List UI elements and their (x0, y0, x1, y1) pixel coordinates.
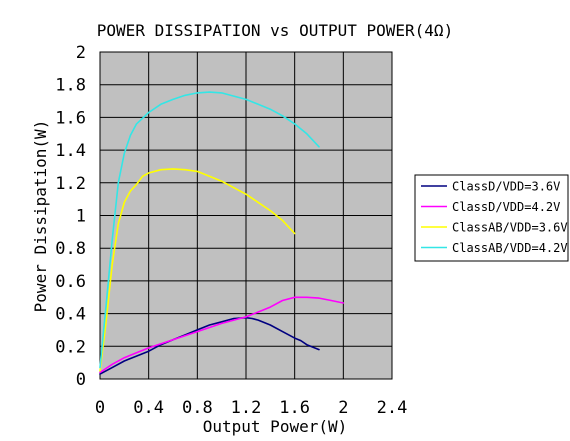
x-tick-label: 0 (95, 398, 105, 418)
legend-label: ClassD/VDD=3.6V (452, 180, 560, 194)
series-lines (99, 91, 345, 375)
legend-box (414, 174, 569, 262)
x-tick-label: 2.4 (377, 398, 408, 418)
legend-label: ClassAB/VDD=3.6V (452, 221, 568, 235)
legend-label: ClassAB/VDD=4.2V (452, 241, 568, 255)
x-tick-label: 0.4 (133, 398, 164, 418)
y-tick-label: 0.4 (55, 305, 86, 325)
series-line-1 (99, 316, 320, 375)
x-tick-label: 1.2 (231, 398, 262, 418)
series-line-2 (99, 296, 345, 374)
legend-label: ClassD/VDD=4.2V (452, 200, 560, 214)
y-tick-labels: 0 0.2 0.4 0.6 0.8 1 1.2 1.4 1.6 1.8 2 (55, 43, 86, 390)
y-tick-label: 2 (76, 43, 86, 63)
y-tick-label: 1.4 (55, 141, 86, 161)
x-tick-label: 0.8 (182, 398, 213, 418)
y-axis-label: Power Dissipation(W) (31, 120, 50, 313)
x-tick-label: 1.6 (279, 398, 310, 418)
x-tick-label: 2 (338, 398, 348, 418)
y-tick-label: 1 (76, 207, 86, 227)
series-line-4 (99, 91, 320, 369)
y-tick-label: 0.6 (55, 272, 86, 292)
y-tick-label: 0 (76, 370, 86, 390)
y-tick-label: 1.2 (55, 174, 86, 194)
y-tick-label: 0.8 (55, 239, 86, 259)
y-tick-label: 1.6 (55, 108, 86, 128)
y-tick-label: 0.2 (55, 337, 86, 357)
y-tick-label: 1.8 (55, 76, 86, 96)
grid-lines (99, 51, 393, 380)
legend: ClassD/VDD=3.6V ClassD/VDD=4.2V ClassAB/VD… (414, 174, 569, 262)
x-axis-label: Output Power(W) (203, 417, 348, 436)
chart-title: POWER DISSIPATION vs OUTPUT POWER(4Ω) (97, 21, 453, 40)
x-tick-labels: 0 0.4 0.8 1.2 1.6 2 2.4 (95, 398, 407, 418)
series-line-3 (99, 168, 296, 372)
